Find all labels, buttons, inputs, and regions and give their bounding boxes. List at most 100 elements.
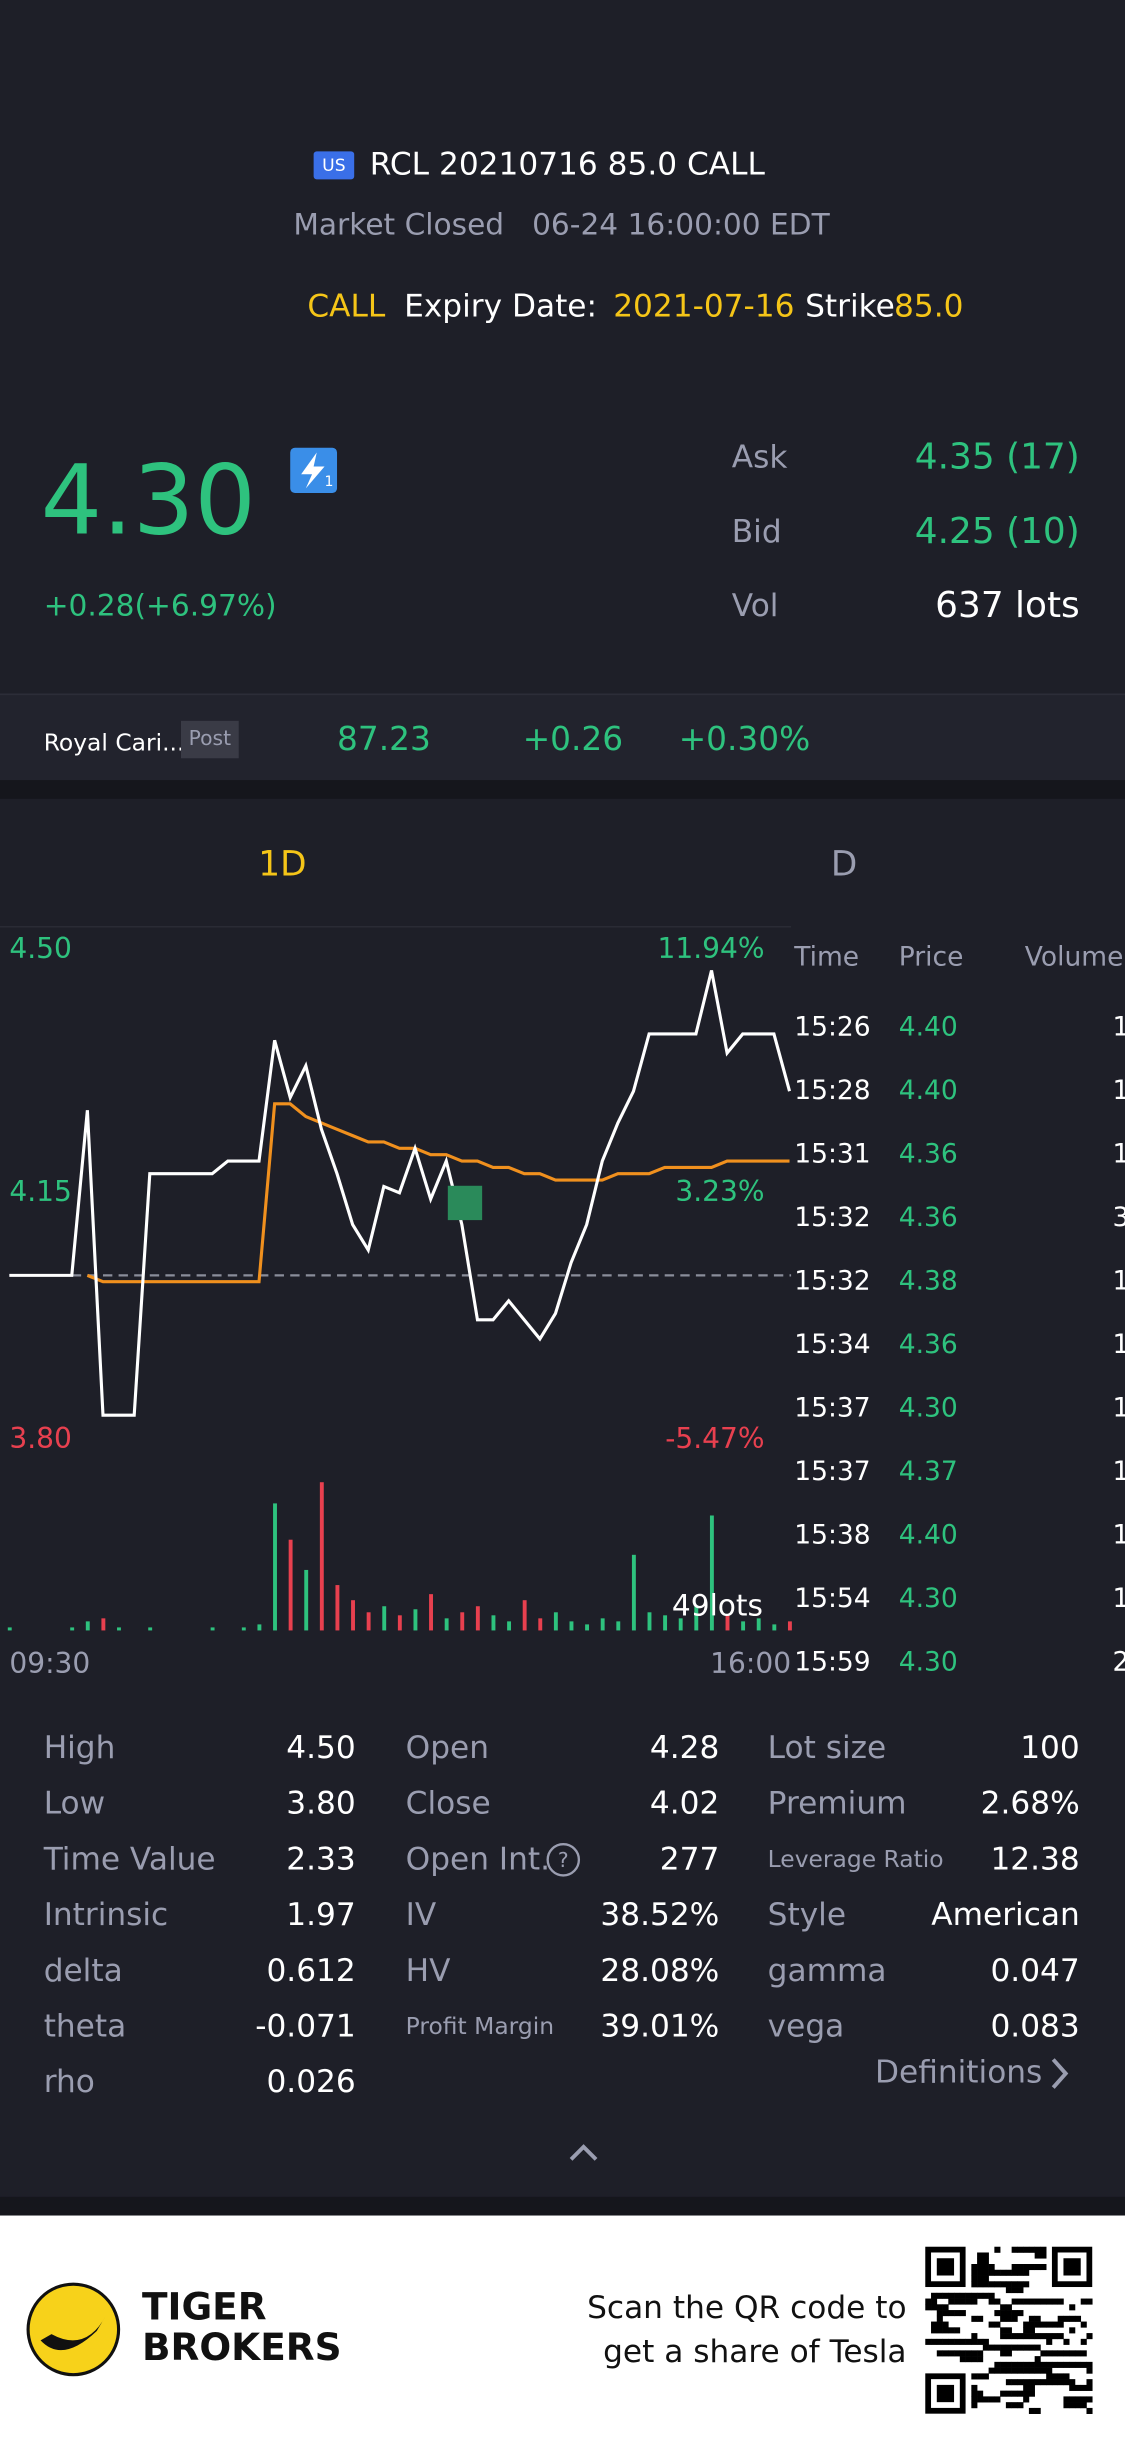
qr-module — [982, 2338, 989, 2345]
volume-bar — [148, 1627, 153, 1631]
qr-module — [988, 2281, 995, 2288]
qr-module — [1023, 2269, 1030, 2276]
price-change: +0.28(+6.97%) — [44, 587, 277, 622]
qr-module — [982, 2344, 989, 2351]
qr-module — [988, 2264, 995, 2271]
qr-module — [959, 2356, 966, 2363]
stat-value: 38.52% — [600, 1897, 719, 1933]
volume-tick-label: 49lots — [672, 1588, 763, 1623]
price: 4.30 — [41, 443, 256, 556]
qr-module — [1005, 2361, 1012, 2368]
stat-label: Low — [44, 1786, 105, 1822]
stat-value: 4.50 — [286, 1730, 355, 1766]
qr-module — [988, 2367, 995, 2374]
qr-module — [1034, 2252, 1041, 2259]
qr-module — [1028, 2390, 1035, 2397]
qr-module — [977, 2396, 984, 2403]
volume-bar — [725, 1615, 730, 1631]
qr-module — [1005, 2304, 1012, 2311]
stat-value: 100 — [1020, 1730, 1080, 1766]
qr-module — [971, 2384, 978, 2391]
qr-module — [965, 2298, 972, 2305]
table-cell: 4.36 — [899, 1202, 958, 1233]
table-cell: 1 — [1113, 1075, 1125, 1106]
qr-module — [948, 2327, 955, 2334]
qr-module — [1034, 2298, 1041, 2305]
stat-value: 3.80 — [286, 1786, 355, 1822]
qr-module — [942, 2350, 949, 2357]
qr-module — [1063, 2379, 1070, 2386]
qr-module — [994, 2396, 1001, 2403]
underlying-name: Royal Cari... — [44, 729, 185, 757]
qr-module — [994, 2321, 1001, 2328]
gap — [0, 780, 1125, 799]
x-tick-label: 16:00 — [710, 1647, 791, 1680]
table-cell: 4.37 — [899, 1456, 958, 1487]
qr-module — [1005, 2310, 1012, 2317]
qr-module — [1063, 2315, 1070, 2322]
qr-module — [1069, 2327, 1076, 2334]
volume-bar — [569, 1621, 574, 1631]
volume-bar — [475, 1606, 480, 1631]
stat-value: 28.08% — [600, 1953, 719, 1989]
volume-bar — [304, 1569, 309, 1631]
qr-module — [1069, 2315, 1076, 2322]
qr-module — [1063, 2361, 1070, 2368]
stat-label: HV — [406, 1953, 451, 1989]
qr-module — [977, 2264, 984, 2271]
table-cell: 1 — [1113, 1393, 1125, 1424]
qr-module — [948, 2298, 955, 2305]
qr-module — [931, 2327, 938, 2334]
qr-module — [971, 2275, 978, 2282]
qr-module — [965, 2350, 972, 2357]
qr-module — [954, 2292, 961, 2299]
volume-bar — [553, 1612, 558, 1631]
underlying-price: 87.23 — [337, 720, 431, 758]
qr-module — [1028, 2379, 1035, 2386]
qr-module — [948, 2292, 955, 2299]
qr-module — [948, 2338, 955, 2345]
qr-module — [1011, 2269, 1018, 2276]
qr-module — [936, 2292, 943, 2299]
qr-module — [1005, 2333, 1012, 2340]
promo: Scan the QR code to — [587, 2290, 906, 2326]
qr-module — [1046, 2338, 1053, 2345]
qr-module — [1023, 2344, 1030, 2351]
qr-module — [977, 2269, 984, 2276]
table-cell: 4.38 — [899, 1266, 958, 1297]
volume-bar — [70, 1627, 75, 1631]
table-cell: 4.30 — [899, 1647, 958, 1678]
qr-module — [959, 2310, 966, 2317]
qr-module — [1034, 2361, 1041, 2368]
qr-module — [1023, 2264, 1030, 2271]
volume-bar — [741, 1621, 746, 1631]
volume-bar — [756, 1618, 761, 1631]
qr-module — [1023, 2367, 1030, 2374]
book-value: 4.25 (10) — [915, 511, 1080, 552]
definitions-link[interactable]: Definitions — [875, 2055, 1042, 2091]
tab[interactable]: 1D — [258, 844, 306, 884]
qr-module — [1069, 2304, 1076, 2311]
qr-module — [1005, 2379, 1012, 2386]
table-cell: 15:28 — [794, 1075, 870, 1106]
qr-module — [1017, 2281, 1024, 2288]
qr-module — [977, 2356, 984, 2363]
help-icon[interactable] — [546, 1843, 581, 1877]
volume-bar — [585, 1624, 590, 1631]
qr-module — [977, 2373, 984, 2380]
volume-bar — [7, 1627, 12, 1631]
qr-module — [1005, 2402, 1012, 2409]
collapse-arrow[interactable] — [569, 2144, 598, 2161]
tab[interactable]: D — [831, 844, 857, 884]
strike-label: Strike — [805, 288, 895, 324]
session-badge — [180, 720, 239, 759]
table-cell: 1 — [1113, 1520, 1125, 1551]
table-cell: 15:32 — [794, 1202, 870, 1233]
qr-module — [931, 2304, 938, 2311]
qr-module — [971, 2396, 978, 2403]
qr-module — [1046, 2350, 1053, 2357]
volume-bar — [241, 1627, 246, 1631]
qr-module — [1028, 2361, 1035, 2368]
qr-module — [1040, 2298, 1047, 2305]
qr-module — [971, 2264, 978, 2271]
